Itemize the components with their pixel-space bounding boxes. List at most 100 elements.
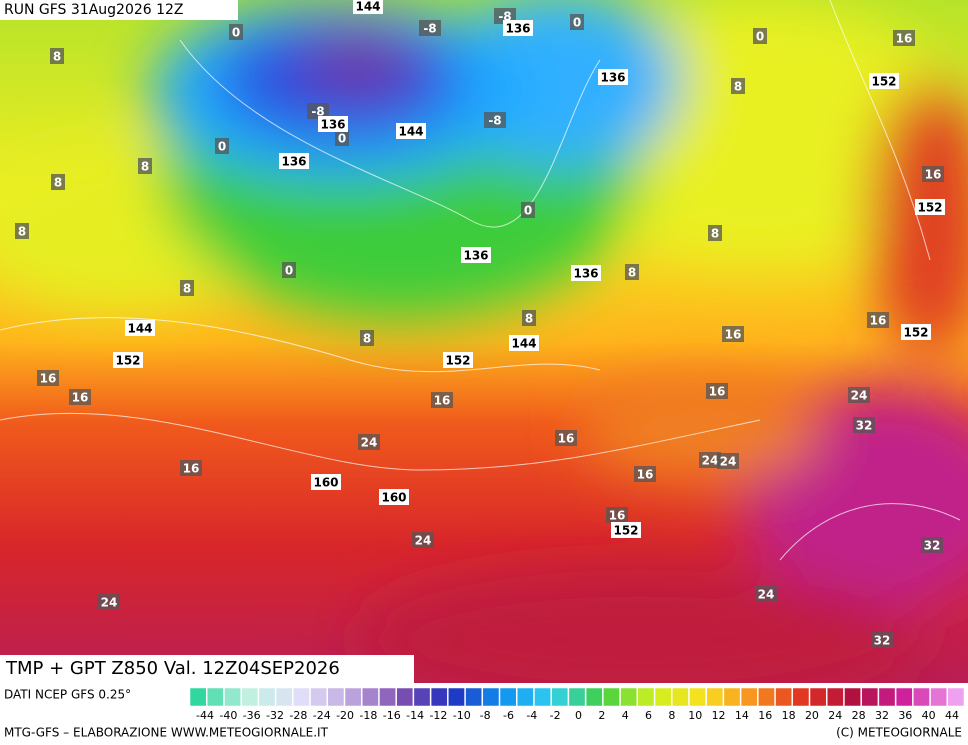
- geopotential-label-box: [396, 123, 426, 139]
- color-swatch: [568, 687, 586, 707]
- geopotential-label-box: [461, 247, 491, 263]
- color-swatch: [361, 687, 379, 707]
- temperature-label: 16: [725, 328, 742, 342]
- color-swatch: [620, 687, 638, 707]
- temperature-label-box: [180, 460, 202, 476]
- temperature-label: 16: [637, 468, 654, 482]
- temperature-label-box: [699, 452, 721, 468]
- temperature-label: 16: [183, 462, 200, 476]
- temperature-label: 8: [711, 227, 719, 241]
- geopotential-label-box: [598, 69, 628, 85]
- temperature-label: 24: [851, 389, 868, 403]
- temperature-label-box: [848, 387, 870, 403]
- color-swatch: [448, 687, 465, 707]
- legend-tick: 0: [575, 709, 582, 722]
- color-swatch: [224, 687, 241, 707]
- temperature-label: 0: [524, 204, 532, 218]
- temperature-label-box: [229, 24, 243, 40]
- color-swatch: [241, 687, 259, 707]
- color-swatch: [206, 687, 224, 707]
- temperature-label: 8: [628, 266, 636, 280]
- geopotential-label: 136: [281, 155, 306, 169]
- temperature-label-box: [708, 225, 722, 241]
- color-swatch: [878, 687, 896, 707]
- geopotential-label: 144: [355, 0, 380, 14]
- temperature-label: 0: [573, 16, 581, 30]
- temperature-label: 16: [40, 372, 57, 386]
- legend-tick: 4: [622, 709, 629, 722]
- geopotential-label-box: [311, 474, 341, 490]
- geopotential-label: 152: [115, 354, 140, 368]
- legend-tick: 36: [898, 709, 912, 722]
- color-swatch: [913, 687, 930, 707]
- temperature-label: -8: [311, 105, 324, 119]
- temperature-label-box: [484, 112, 506, 128]
- color-swatch: [482, 687, 500, 707]
- color-swatch: [654, 687, 672, 707]
- geopotential-label: 144: [398, 125, 423, 139]
- color-swatch: [465, 687, 483, 707]
- temperature-label-box: [570, 14, 584, 30]
- legend-tick: 18: [782, 709, 796, 722]
- legend-tick: -28: [289, 709, 307, 722]
- color-swatch: [344, 687, 362, 707]
- temperature-label: 8: [18, 225, 26, 239]
- color-swatch: [706, 687, 724, 707]
- temperature-label-box: [921, 537, 943, 553]
- color-swatch: [826, 687, 844, 707]
- geopotential-label-box: [571, 265, 601, 281]
- temperature-label: 24: [758, 588, 775, 602]
- temperature-label-box: [358, 434, 380, 450]
- geopotential-label-box: [379, 489, 409, 505]
- temperature-label: 24: [702, 454, 719, 468]
- color-swatch: [585, 687, 603, 707]
- color-swatch: [740, 687, 758, 707]
- map-background: [0, 0, 968, 683]
- temperature-label: 24: [415, 534, 432, 548]
- temperature-label-box: [215, 138, 229, 154]
- legend-tick: -4: [526, 709, 537, 722]
- geopotential-label: 152: [445, 354, 470, 368]
- temperature-label-box: [412, 532, 434, 548]
- temperature-label: 8: [53, 50, 61, 64]
- temperature-label-box: [922, 166, 944, 182]
- temperature-label: 0: [232, 26, 240, 40]
- color-swatch: [671, 687, 689, 707]
- legend-tick: 44: [945, 709, 959, 722]
- color-swatch: [603, 687, 620, 707]
- geopotential-label: 152: [903, 326, 928, 340]
- run-box: [0, 0, 238, 20]
- geopotential-label-box: [279, 153, 309, 169]
- temperature-label: 32: [856, 419, 873, 433]
- geopotential-label: 136: [505, 22, 530, 36]
- color-bar: [189, 687, 965, 707]
- temperature-label-box: [893, 30, 915, 46]
- color-swatch: [792, 687, 810, 707]
- temperature-label: 8: [525, 312, 533, 326]
- legend-tick: 32: [875, 709, 889, 722]
- legend-tick: -6: [503, 709, 514, 722]
- legend-tick: -36: [243, 709, 261, 722]
- temperature-label-box: [625, 264, 639, 280]
- geopotential-label-box: [125, 320, 155, 336]
- legend-tick: 28: [852, 709, 866, 722]
- color-swatch: [430, 687, 448, 707]
- geopotential-label: 136: [320, 118, 345, 132]
- legend-tick: -20: [336, 709, 354, 722]
- temperature-label: 0: [218, 140, 226, 154]
- geopotential-label-box: [869, 73, 899, 89]
- temperature-label: 16: [925, 168, 942, 182]
- temperature-label-box: [360, 330, 374, 346]
- geopotential-label-box: [113, 352, 143, 368]
- temperature-label-box: [706, 383, 728, 399]
- color-swatch: [499, 687, 517, 707]
- caption-box: [0, 655, 414, 683]
- temperature-label: 24: [720, 455, 737, 469]
- legend-tick: -40: [219, 709, 237, 722]
- geopotential-label-box: [611, 522, 641, 538]
- temperature-label-box: [282, 262, 296, 278]
- footer-right: (C) METEOGIORNALE: [836, 726, 962, 740]
- legend-tick: -8: [480, 709, 491, 722]
- temperature-label: 0: [756, 30, 764, 44]
